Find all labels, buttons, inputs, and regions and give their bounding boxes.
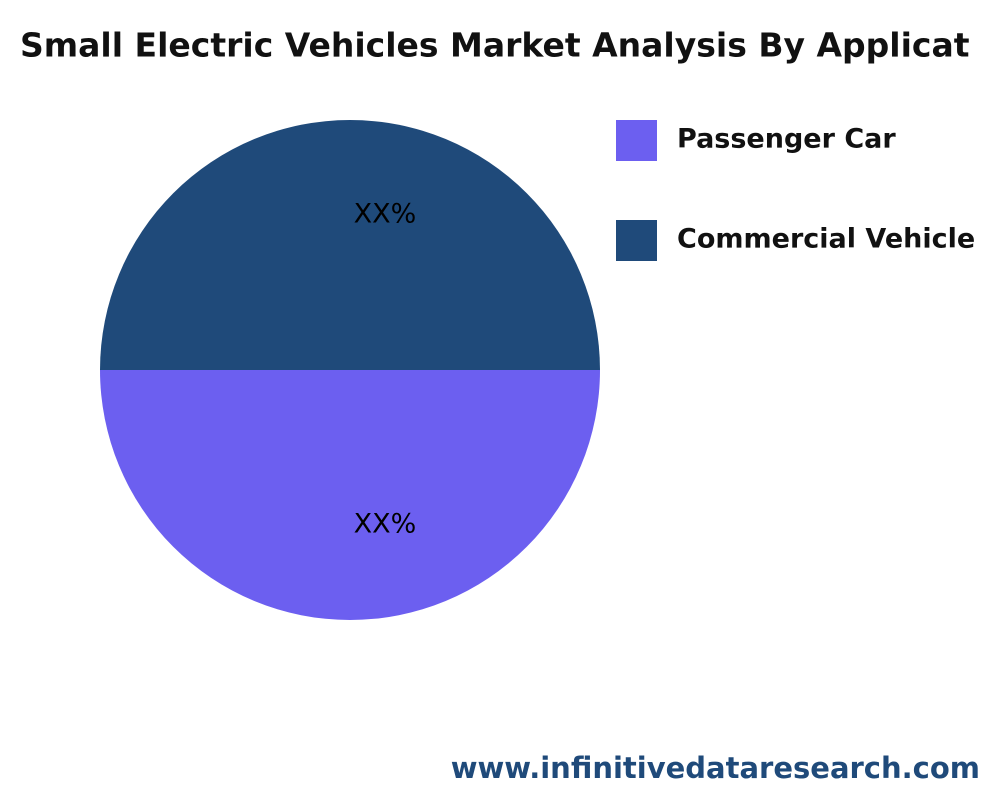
data-label: XX% [354, 509, 417, 540]
source: www.infinitivedataresearch.com [451, 751, 980, 785]
chart-title: Small Electric Vehicles Market Analysis … [20, 26, 970, 65]
legend-swatch [616, 120, 657, 161]
legend-label: Commercial Vehicle [677, 224, 975, 255]
pie-slice [100, 120, 600, 370]
legend-label: Passenger Car [677, 124, 896, 155]
data-label: XX% [354, 199, 417, 230]
pie-slice [100, 370, 600, 620]
legend-swatch [616, 220, 657, 261]
